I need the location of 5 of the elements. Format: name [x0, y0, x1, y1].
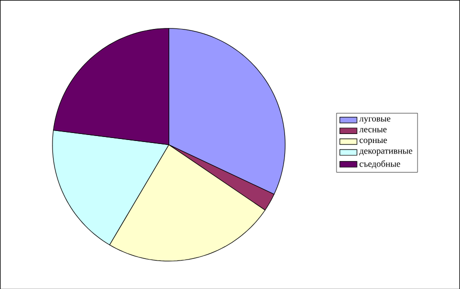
- legend-label: луговые: [359, 116, 390, 124]
- legend-label: декоративные: [359, 149, 412, 156]
- legend-label: сорные: [360, 138, 387, 145]
- legend-label: съедобные: [360, 160, 400, 168]
- legend-label: лесные: [359, 128, 387, 132]
